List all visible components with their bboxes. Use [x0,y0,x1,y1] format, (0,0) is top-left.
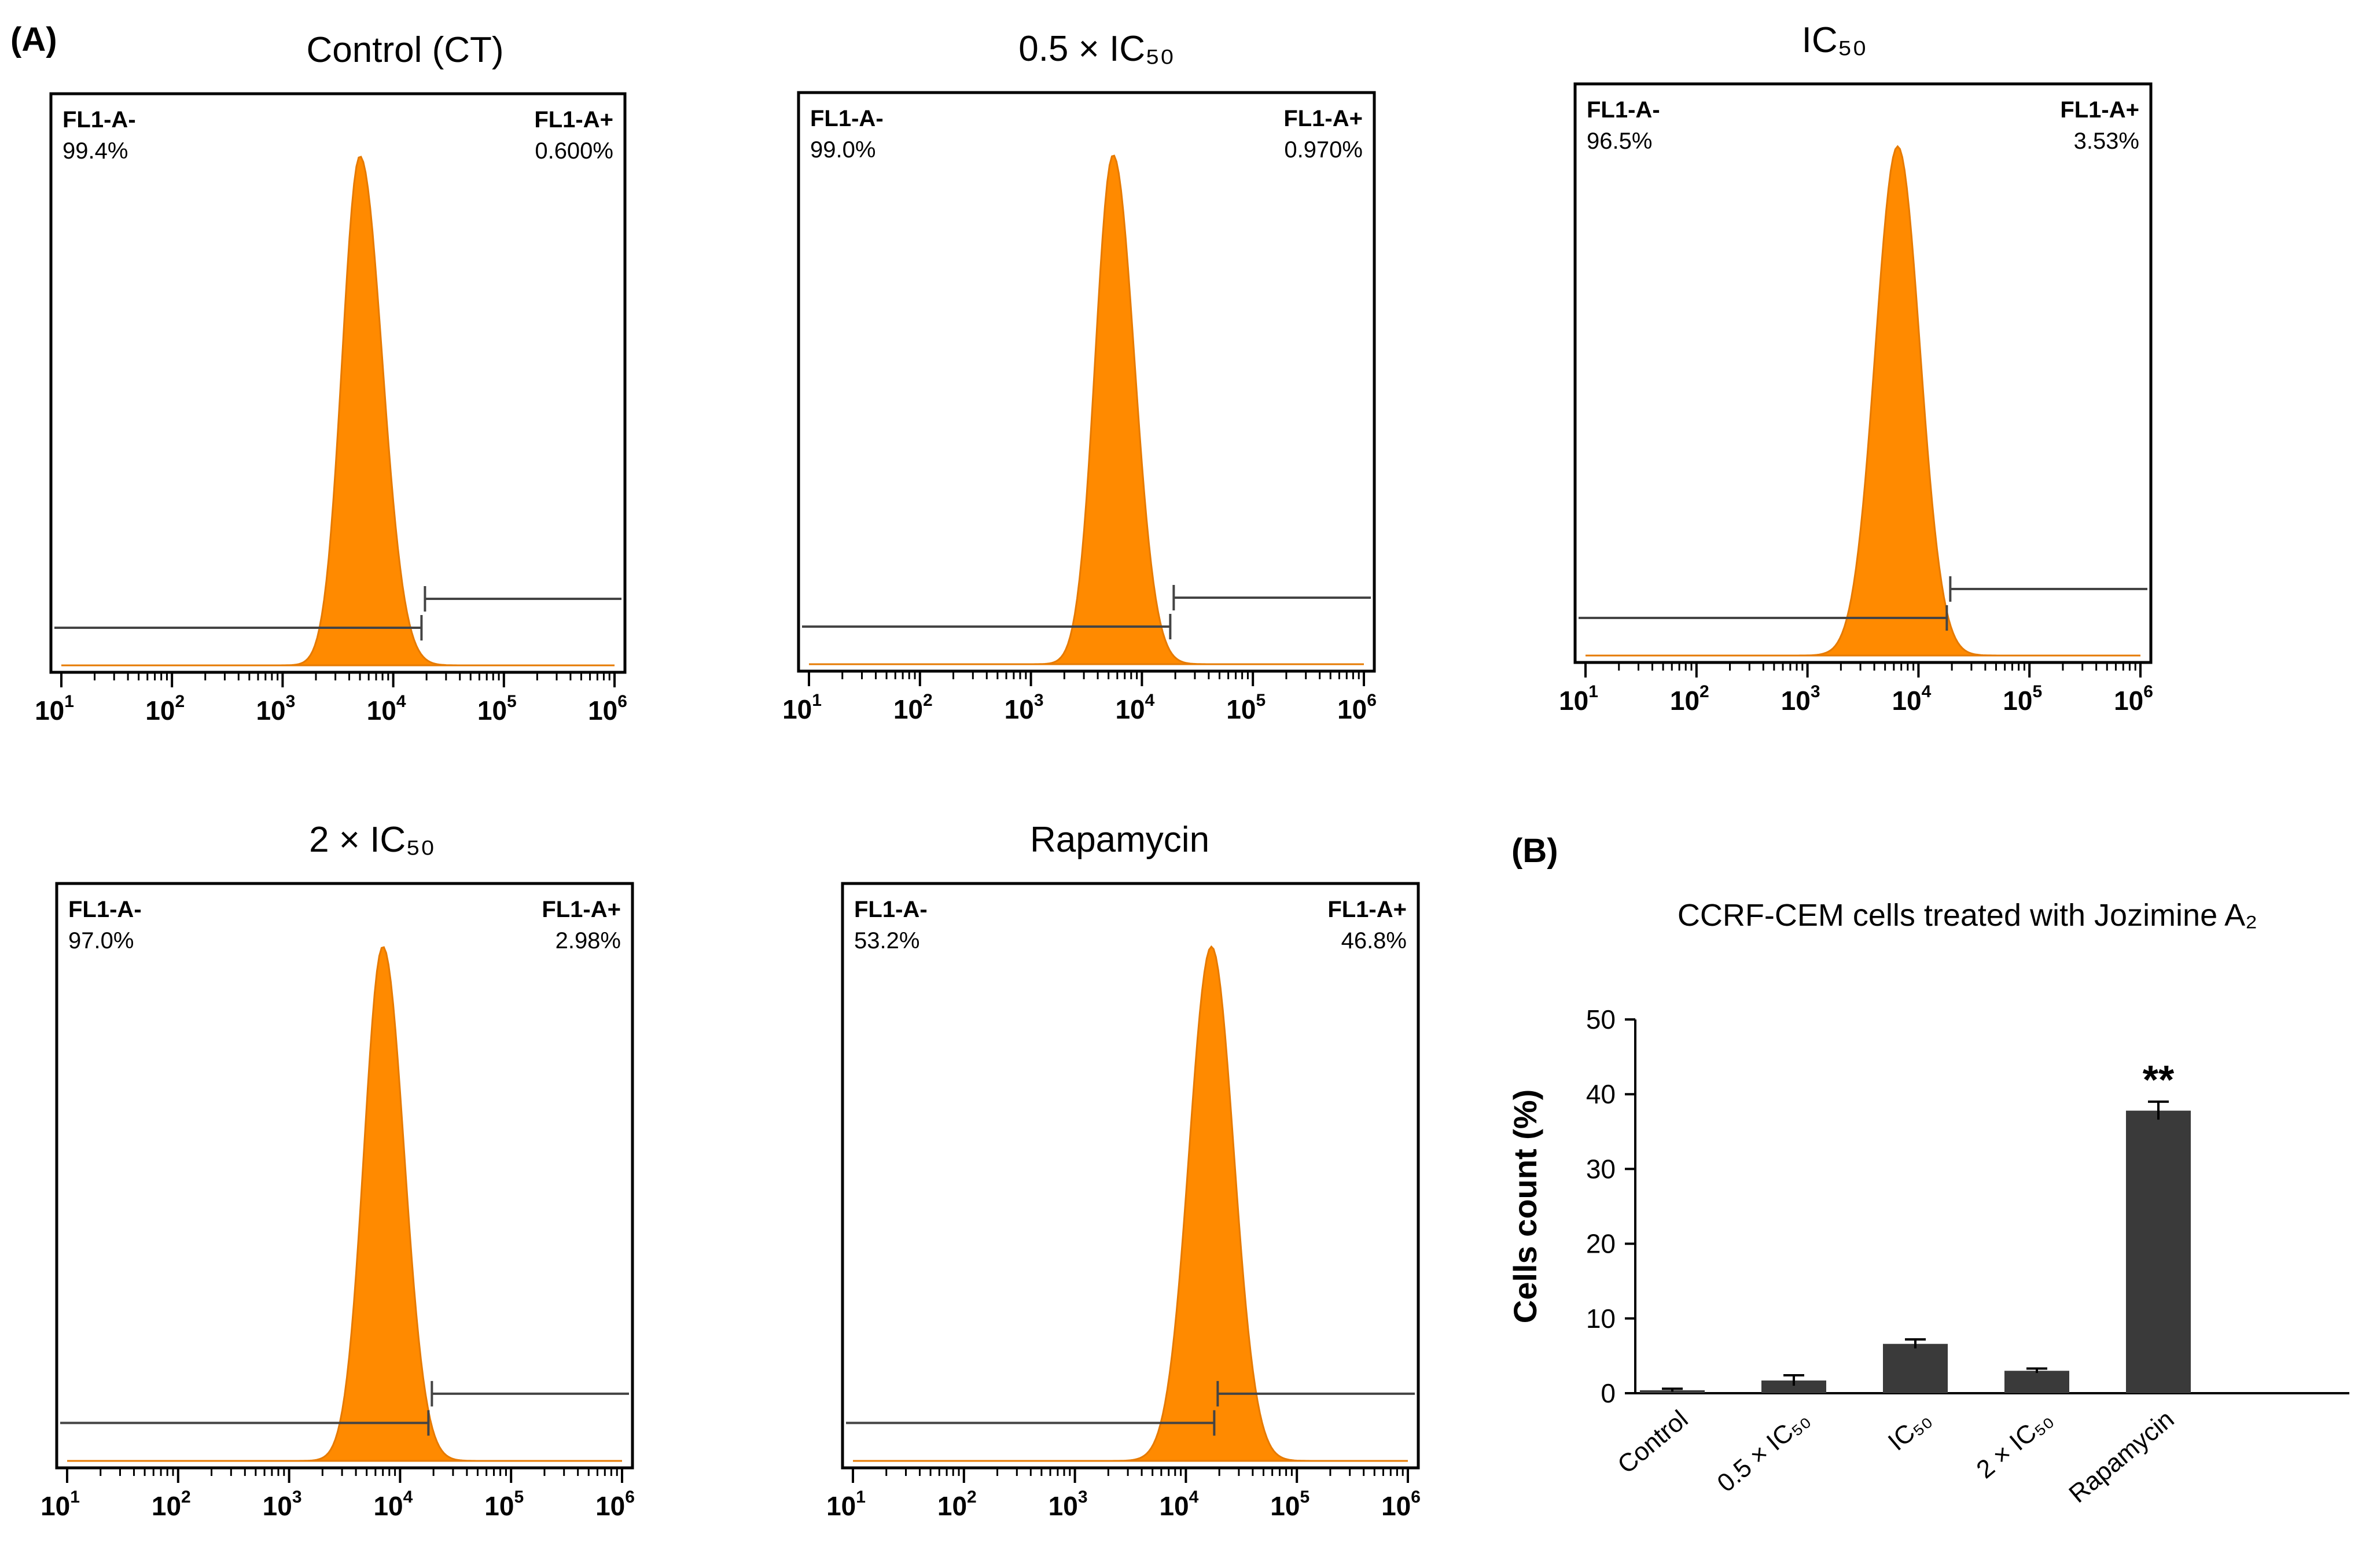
gate-negative-percent: 97.0% [68,928,134,953]
histogram-title: Rapamycin [1030,820,1209,860]
charts-layer: Control (CT) FL1-A- 99.4% FL1-A+ 0.600% 101 10… [35,20,2349,1521]
x-tick-label: 104 [1115,691,1154,724]
x-tick-label: 106 [2114,682,2153,716]
gate-negative-name: FL1-A- [810,106,884,131]
gate-negative-name: FL1-A- [62,107,136,132]
histogram-area [809,154,1364,665]
x-tick-label: 105 [484,1488,524,1521]
x-tick-label: 106 [1337,691,1377,724]
x-category-label: Control [1612,1405,1693,1479]
x-tick-label: 101 [1559,682,1598,716]
x-tick-label: 103 [263,1488,302,1521]
x-tick-label: 104 [1159,1488,1198,1521]
gate-positive-percent: 0.600% [535,138,613,164]
x-tick-label: 103 [1781,682,1820,716]
gate-negative-name: FL1-A- [854,897,928,922]
histogram-area [1586,145,2140,657]
histogram-panel-2: 0.5 × IC₅₀ FL1-A- 99.0% FL1-A+ 0.970% 101 102 1… [782,29,1377,724]
x-tick-label: 105 [477,692,517,726]
panel-a-label: (A) [10,21,57,58]
x-tick-label: 106 [588,692,627,726]
y-tick-label: 10 [1586,1304,1616,1334]
gate-negative-percent: 99.4% [62,138,128,164]
histogram-area [67,946,622,1462]
bar-chart: CCRF-CEM cells treated with Jozimine A₂ 0… [1507,898,2349,1508]
x-category-label: 2 × IC₅₀ [1971,1405,2058,1484]
histogram-area [61,156,615,667]
gate-positive-name: FL1-A+ [2060,97,2139,123]
x-category-label: 0.5 × IC₅₀ [1712,1405,1815,1497]
x-tick-label: 102 [937,1488,977,1521]
gate-negative-percent: 99.0% [810,137,876,163]
x-tick-label: 102 [145,692,185,726]
histogram-frame [55,882,634,1470]
y-tick-label: 20 [1586,1229,1616,1259]
x-tick-label: 101 [35,692,74,726]
gate-negative-percent: 53.2% [854,928,919,953]
x-category-label: Rapamycin [2063,1405,2179,1508]
histogram-frame [1573,82,2153,664]
x-tick-label: 106 [595,1488,635,1521]
bar [2004,1371,2069,1393]
gate-positive-percent: 2.98% [556,928,621,953]
x-tick-label: 105 [2003,682,2042,716]
gate-positive-name: FL1-A+ [1327,897,1407,922]
panel-b-label: (B) [1511,832,1558,870]
histogram-panel-1: Control (CT) FL1-A- 99.4% FL1-A+ 0.600% 101 10… [35,30,627,726]
histogram-frame [49,92,627,674]
gate-positive-name: FL1-A+ [534,107,613,132]
x-tick-label: 103 [256,692,295,726]
histogram-panel-3: IC₅₀ FL1-A- 96.5% FL1-A+ 3.53% 101 102 103 104 10… [1559,20,2153,716]
bar [1883,1343,1948,1393]
x-tick-label: 103 [1005,691,1044,724]
histogram-area [853,945,1408,1462]
x-tick-label: 102 [893,691,933,724]
gate-positive-percent: 3.53% [2074,128,2139,154]
x-tick-label: 102 [1670,682,1709,716]
x-category-label: IC₅₀ [1883,1405,1937,1456]
x-tick-label: 105 [1270,1488,1309,1521]
x-tick-label: 104 [367,692,406,726]
bar [2126,1110,2191,1393]
gate-negative-percent: 96.5% [1587,128,1652,154]
y-tick-label: 0 [1601,1378,1616,1408]
bar-y-label: Cells count (%) [1507,1089,1543,1323]
x-tick-label: 104 [1892,682,1931,716]
gate-negative-name: FL1-A- [68,897,142,922]
x-tick-label: 101 [41,1488,80,1521]
significance-marker: ** [2143,1057,2175,1102]
gate-positive-name: FL1-A+ [542,897,621,922]
histogram-panel-4: 2 × IC₅₀ FL1-A- 97.0% FL1-A+ 2.98% 101 102 103 1… [41,820,635,1521]
x-tick-label: 103 [1049,1488,1088,1521]
gate-negative-name: FL1-A- [1587,97,1660,123]
x-tick-label: 104 [373,1488,413,1521]
x-tick-label: 105 [1226,691,1266,724]
x-tick-label: 101 [826,1488,866,1521]
y-tick-label: 50 [1586,1004,1616,1034]
gate-positive-name: FL1-A+ [1283,106,1363,131]
bar [1761,1380,1826,1393]
histogram-title: 2 × IC₅₀ [309,820,435,860]
gate-positive-percent: 0.970% [1284,137,1363,163]
bar-chart-title: CCRF-CEM cells treated with Jozimine A₂ [1678,898,2257,933]
histogram-title: Control (CT) [306,30,503,70]
x-tick-label: 106 [1381,1488,1421,1521]
histogram-panel-5: Rapamycin FL1-A- 53.2% FL1-A+ 46.8% 101 102 103… [826,820,1421,1521]
y-tick-label: 30 [1586,1154,1616,1184]
x-tick-label: 102 [152,1488,191,1521]
histogram-title: IC₅₀ [1802,20,1867,60]
histogram-frame [797,91,1376,673]
gate-positive-percent: 46.8% [1341,928,1407,953]
x-tick-label: 101 [782,691,822,724]
histogram-frame [841,882,1420,1470]
histogram-title: 0.5 × IC₅₀ [1018,29,1175,69]
y-tick-label: 40 [1586,1079,1616,1109]
